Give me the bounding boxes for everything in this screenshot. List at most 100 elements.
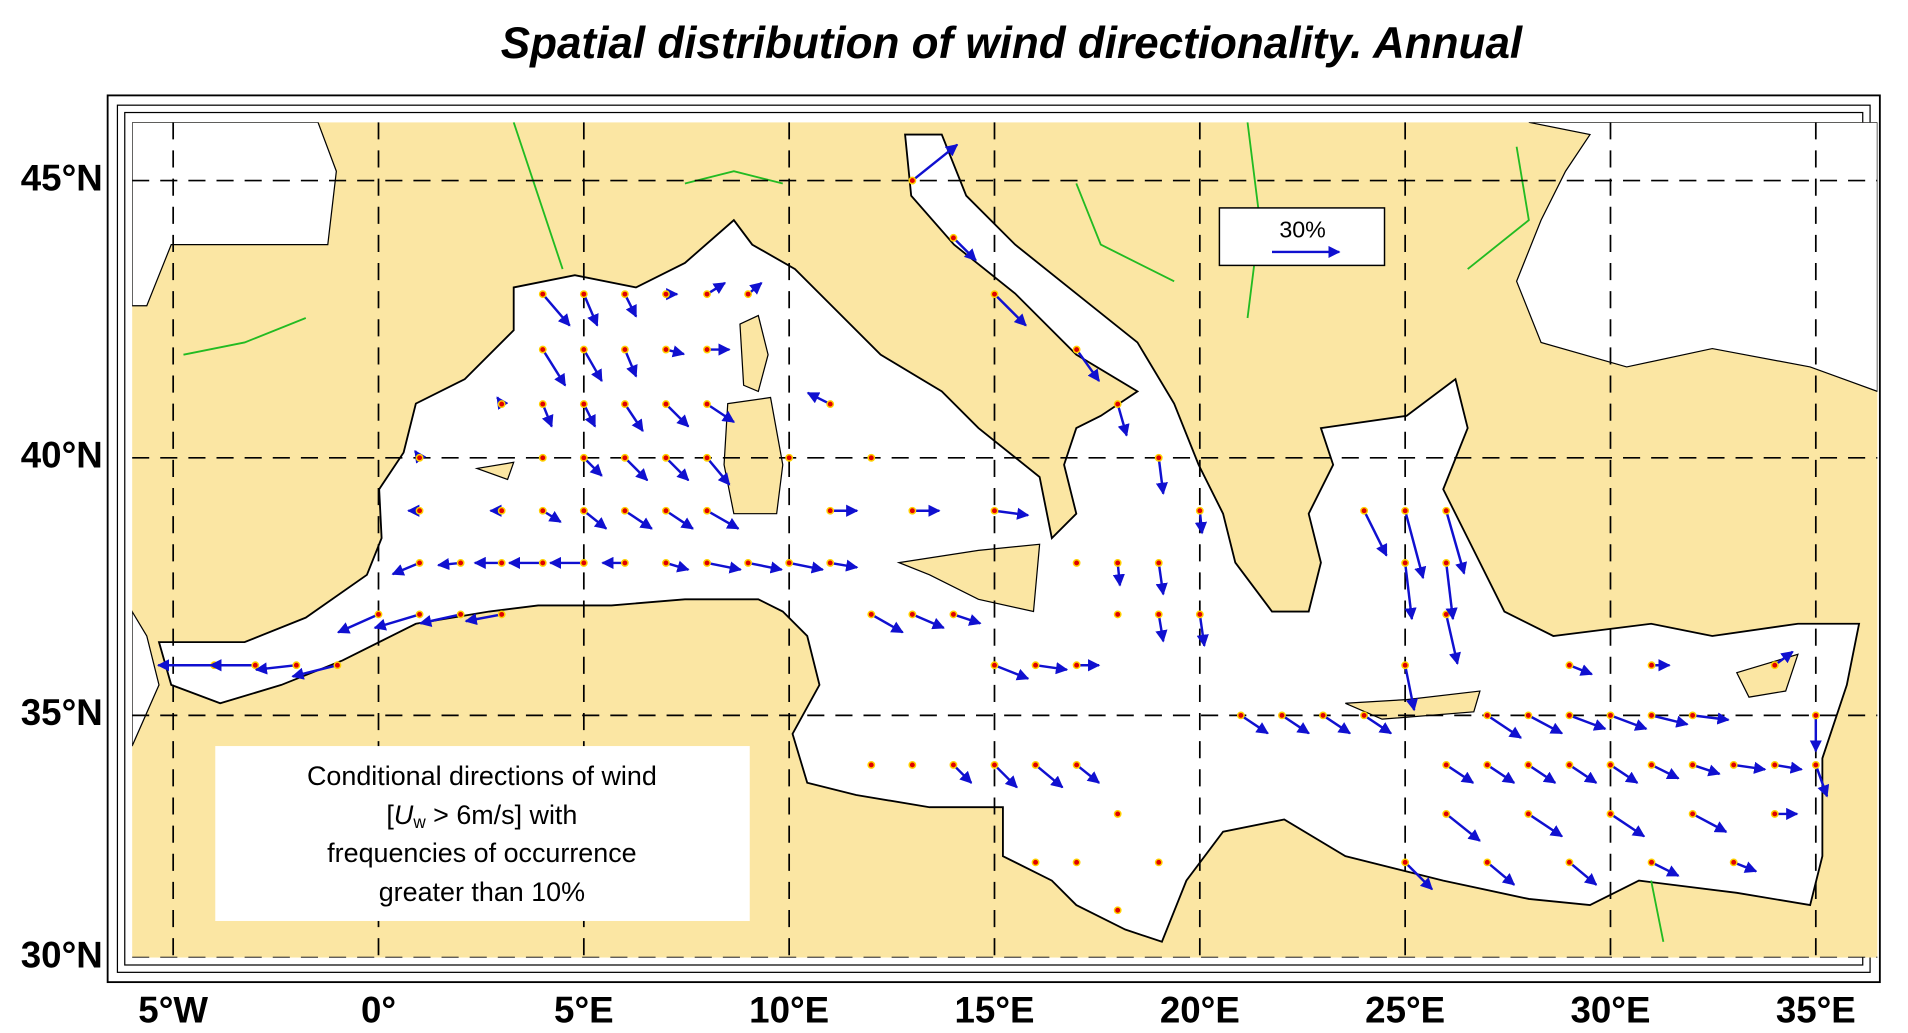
balearic [474,461,515,481]
grid-point [1688,810,1697,818]
wind-arrow [582,348,603,383]
grid-point [1360,506,1369,515]
wind-arrow [1692,812,1728,833]
wind-arrow [1568,664,1593,676]
grid-point [1606,711,1615,720]
wind-arrow [1609,763,1639,784]
wind-arrow [1527,763,1557,784]
grid-point [1483,711,1492,720]
wind-arrow [993,764,1018,789]
wind-arrow [1445,614,1461,665]
wind-arrow [706,457,731,486]
wind-arrow [1281,714,1310,735]
grid-point [703,453,711,462]
grid-point [1688,711,1697,720]
wind-arrow [623,293,638,318]
wind-arrow [582,403,597,428]
grid-point [1360,711,1369,720]
grid-point [949,610,958,619]
wind-arrow [1568,714,1607,731]
grid-point [1647,858,1656,867]
wind-arrow [1035,662,1069,675]
wind-arrow [419,613,461,627]
grid-point [538,400,547,409]
grid-point [292,661,301,670]
black-sea [1515,122,1878,393]
x-tick-label: 5°W [138,989,208,1030]
grid-point [1647,661,1656,670]
grid-point [1113,906,1122,915]
grid-point [908,176,917,185]
wind-arrow [1774,761,1803,774]
grid-point [826,559,835,567]
scale-box [1218,207,1386,267]
grid-point [497,506,506,515]
wind-arrow [1527,812,1564,838]
grid-point [1072,761,1081,769]
wind-arrow [1692,712,1730,725]
grid-point [703,290,711,299]
grid-point [1442,506,1451,515]
grid-point [990,761,999,769]
legend-text: Conditional directions of wind [307,761,657,791]
wind-arrow [582,456,603,477]
wind-arrow [1486,763,1516,784]
grid-point [333,661,342,670]
grid-point [1319,711,1327,720]
wind-arrow [665,456,690,482]
grid-point [1401,858,1410,867]
wind-arrow [706,561,742,574]
grid-point [662,345,670,354]
wind-arrow [1155,614,1168,643]
wind-arrows [156,143,1830,915]
grid-point [949,233,958,242]
wind-arrow [1445,812,1481,842]
y-tick-label: 40°N [21,434,103,475]
grid-point [456,610,465,619]
wind-arrow [1527,714,1564,735]
atlantic [132,122,337,307]
grid-point [867,453,876,462]
wind-arrow [541,293,571,327]
wind-arrow [1034,764,1064,789]
grid-point [620,453,629,462]
grid-point [1729,761,1738,769]
map-title: Spatial distribution of wind directional… [501,19,1523,68]
grid-point [867,761,876,769]
grid-point [579,453,588,462]
axis-labels: 5°W 0° 5°E 10°E 15°E 20°E 25°E 30°E 35°E 30°N 35°N… [21,157,1856,1030]
grid-point [867,610,876,619]
legend-box [215,746,750,921]
wind-arrow [911,613,945,630]
grid-point [620,400,629,409]
scale-label: 30% [1279,216,1325,242]
grid-point [1565,711,1574,720]
wind-arrow [1155,562,1168,596]
grid-point [1524,810,1533,818]
grid-point [908,761,917,769]
grid-point [908,610,917,619]
wind-arrow [953,613,982,626]
grid-point [538,453,547,462]
grid-point [1401,559,1410,567]
wind-arrow [952,236,977,262]
grid-point [662,559,670,567]
wind-arrow [1155,457,1168,495]
grid-point [1236,711,1245,720]
wind-arrow [623,403,644,433]
grid-point [415,610,424,619]
grid-point [579,506,588,515]
wind-arrow [541,348,567,387]
x-tick-label: 35°E [1776,989,1856,1030]
grid-point [703,506,711,515]
wind-arrow [994,664,1030,681]
wind-arrow [994,507,1030,520]
grid-point [579,290,588,299]
grid-point [1524,761,1533,769]
y-tick-label: 45°N [21,157,103,198]
atlantic [132,610,160,747]
grid-point [1195,506,1204,515]
wind-arrow [788,561,824,574]
x-tick-label: 0° [361,989,396,1030]
